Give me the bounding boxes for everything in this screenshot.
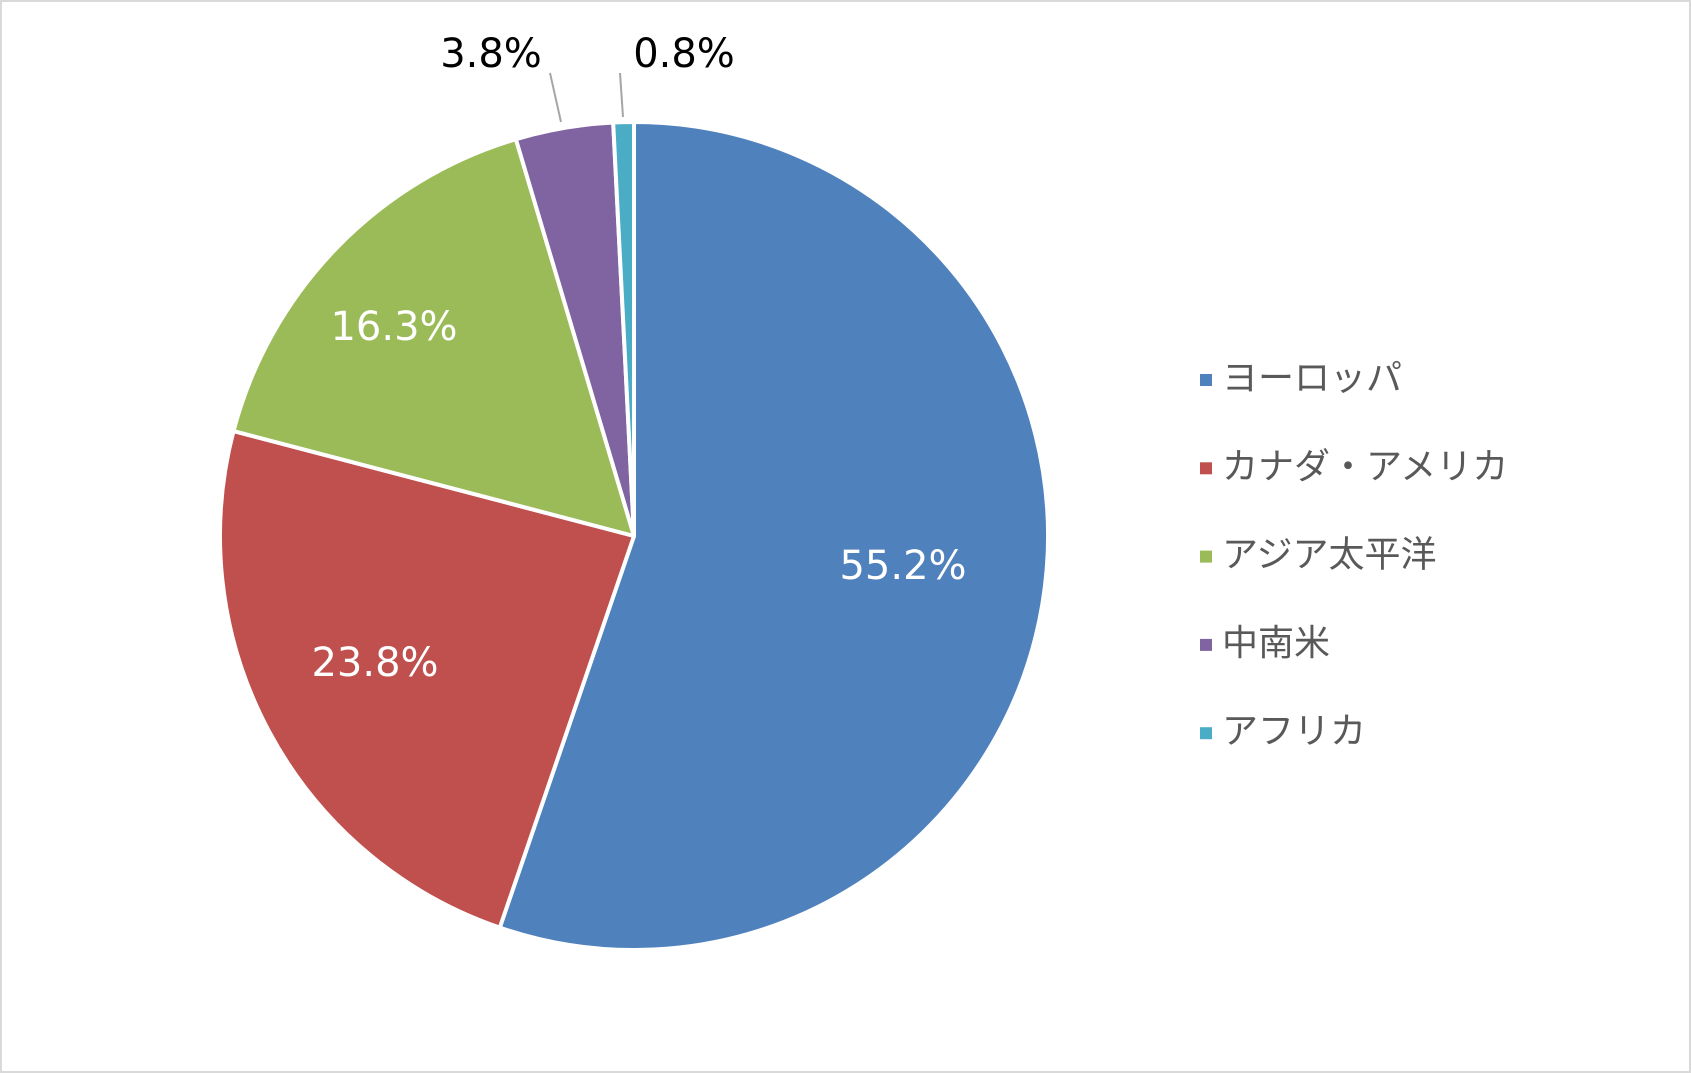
pie-slice	[231, 137, 636, 538]
data-label: 55.2%	[839, 543, 966, 589]
legend-marker	[1200, 462, 1212, 475]
legend-label: 中南米	[1222, 623, 1330, 664]
data-label: 23.8%	[311, 640, 438, 686]
data-label: 16.3%	[330, 304, 457, 350]
legend-marker	[1200, 638, 1212, 651]
leader-line	[619, 72, 624, 118]
legend-label: カナダ・アメリカ	[1222, 446, 1508, 487]
legend-marker	[1200, 727, 1212, 740]
legend-marker	[1200, 550, 1212, 563]
legend-label: アフリカ	[1222, 711, 1366, 752]
data-label: 3.8%	[440, 31, 542, 77]
pie-slice	[497, 120, 1050, 952]
pie-slice	[218, 429, 636, 930]
legend-label: ヨーロッパ	[1222, 358, 1402, 399]
legend-label: アジア太平洋	[1222, 535, 1437, 576]
pie-slice	[611, 120, 636, 538]
leader-line	[549, 72, 562, 123]
legend-marker	[1200, 374, 1212, 386]
data-label: 0.8%	[633, 31, 735, 77]
